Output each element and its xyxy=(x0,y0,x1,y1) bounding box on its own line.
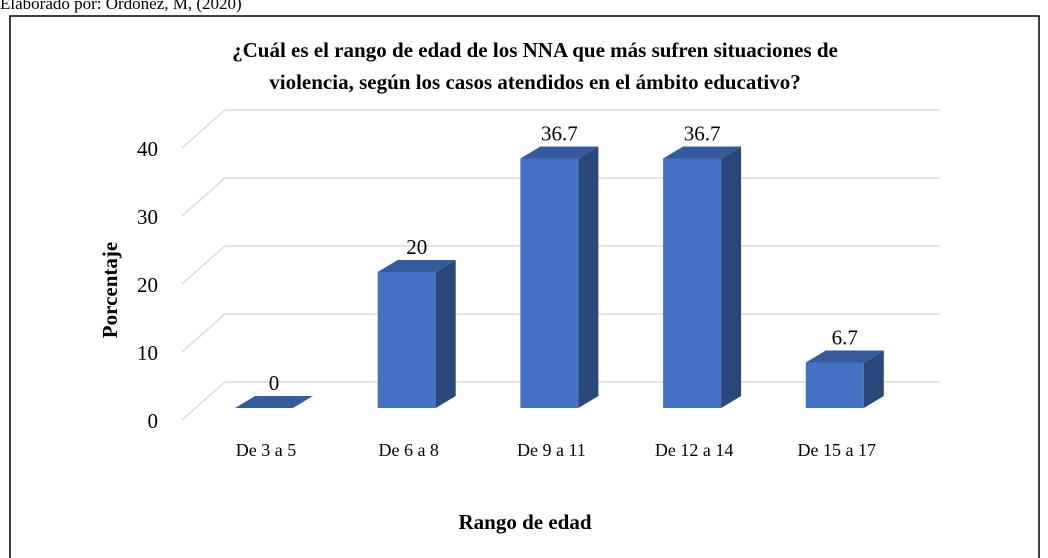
bar-face xyxy=(377,272,436,408)
bar xyxy=(663,146,742,408)
chart-title: violencia, según los casos atendidos en … xyxy=(269,70,800,94)
y-tick-label: 40 xyxy=(137,137,158,161)
x-tick-label: De 6 a 8 xyxy=(378,440,438,460)
bar-face xyxy=(805,350,884,363)
x-tick-label: De 12 a 14 xyxy=(655,440,733,460)
bar-face xyxy=(520,146,599,159)
bar-face xyxy=(805,362,864,408)
bar-face xyxy=(863,350,884,408)
bar-face xyxy=(663,158,722,408)
bar-face xyxy=(578,146,599,408)
data-label: 36.7 xyxy=(684,121,721,145)
y-axis-title: Porcentaje xyxy=(98,242,122,338)
bar-face xyxy=(663,146,742,159)
bar-face xyxy=(235,396,313,408)
x-tick-label: De 15 a 17 xyxy=(798,440,876,460)
chart-title: ¿Cuál es el rango de edad de los NNA que… xyxy=(232,38,838,62)
bar xyxy=(377,260,456,408)
x-tick-label: De 3 a 5 xyxy=(236,440,296,460)
data-label: 0 xyxy=(269,371,280,395)
grid-line xyxy=(181,109,940,149)
y-tick-label: 30 xyxy=(137,205,158,229)
y-tick-label: 0 xyxy=(148,409,159,433)
bar-face xyxy=(377,260,456,272)
bar xyxy=(235,396,313,408)
data-label: 36.7 xyxy=(541,121,578,145)
bar xyxy=(520,146,599,408)
source-note: Elaborado por: Ordoñez, M, (2020) xyxy=(0,0,242,13)
y-tick-label: 20 xyxy=(137,273,158,297)
bar-face xyxy=(721,146,742,408)
bar-face xyxy=(520,158,579,408)
y-tick-label: 10 xyxy=(137,341,158,365)
data-label: 20 xyxy=(406,235,427,259)
bar-face xyxy=(435,260,456,408)
bar xyxy=(805,350,884,408)
data-label: 6.7 xyxy=(832,325,858,349)
x-axis-title: Rango de edad xyxy=(458,510,591,534)
x-tick-label: De 9 a 11 xyxy=(517,440,586,460)
